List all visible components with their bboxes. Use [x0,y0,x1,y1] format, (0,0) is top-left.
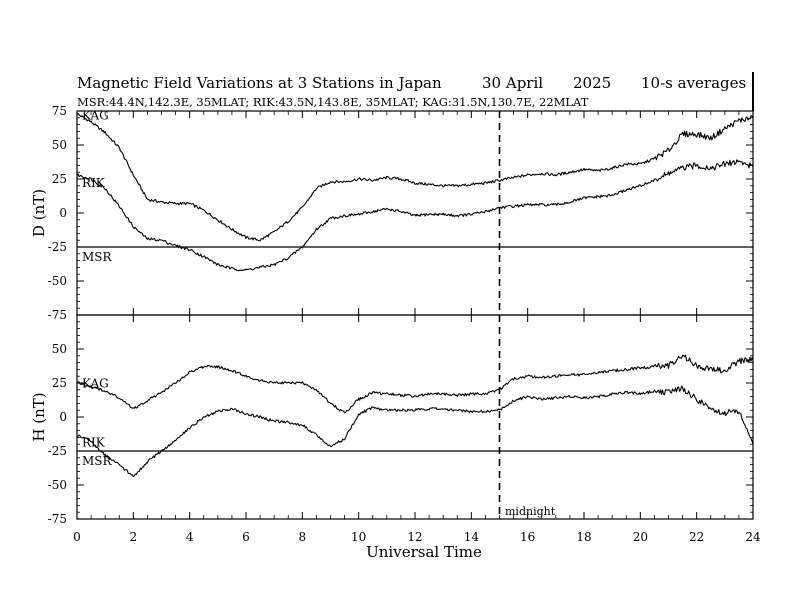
x-tick-label: 18 [576,530,591,544]
station-info: MSR:44.4N,142.3E, 35MLAT; RIK:43.5N,143.… [77,95,589,109]
panel-frame [76,110,754,316]
panel-frame [76,314,754,520]
y-tick-label: -75 [48,512,67,526]
series-line-rik [76,385,754,478]
y-axis-label: D (nT) [30,189,48,237]
midnight-label: midnight [505,505,556,518]
y-tick-label: -75 [48,308,67,322]
time-axis: 0 2 4 6 8 10 12 14 16 18 20 22 24 [73,72,761,544]
y-tick-label: 25 [52,376,67,390]
y-tick-label: 0 [59,410,67,424]
y-axis-label: H (nT) [30,392,48,441]
x-tick-label: 20 [633,530,648,544]
y-tick-label: -50 [48,478,67,492]
series-label-rik: RIK [82,436,106,450]
y-tick-label: -25 [48,240,67,254]
x-tick-label: 6 [242,530,250,544]
x-tick-label: 4 [186,530,194,544]
y-tick-label: 50 [52,342,67,356]
x-tick-label: 14 [464,530,480,544]
x-tick-label: 24 [745,530,761,544]
chart-title: Magnetic Field Variations at 3 Stations … [77,74,442,92]
series-label-rik: RIK [82,176,106,190]
x-tick-label: 22 [689,530,704,544]
y-tick-label: 75 [52,104,67,118]
x-tick-label: 16 [520,530,535,544]
y-tick-label: -25 [48,444,67,458]
series-line-kag [76,113,754,242]
h-component-panel: 50 25 0 -25 -50 -75 KAG RIK MSR H (nT) [30,314,754,526]
series-label-kag: KAG [82,109,109,123]
x-tick-label: 2 [130,530,138,544]
series-line-rik [76,159,754,272]
y-tick-label: 50 [52,138,67,152]
x-tick-label: 10 [351,530,366,544]
series-label-msr: MSR [82,454,113,468]
chart-year: 2025 [573,74,611,92]
series-label-kag: KAG [82,377,109,391]
y-tick-label: -50 [48,274,67,288]
chart-averaging: 10-s averages [641,74,746,92]
x-axis-label: Universal Time [366,543,482,561]
series-label-msr: MSR [82,250,113,264]
d-component-panel: 75 50 25 0 -25 -50 -75 KAG RIK MSR D (nT) [30,104,754,322]
x-tick-label: 0 [73,530,81,544]
y-tick-label: 25 [52,172,67,186]
y-tick-label: 0 [59,206,67,220]
series-line-kag [76,354,754,414]
x-tick-label: 12 [407,530,422,544]
chart-date: 30 April [482,74,543,92]
x-tick-label: 8 [299,530,307,544]
